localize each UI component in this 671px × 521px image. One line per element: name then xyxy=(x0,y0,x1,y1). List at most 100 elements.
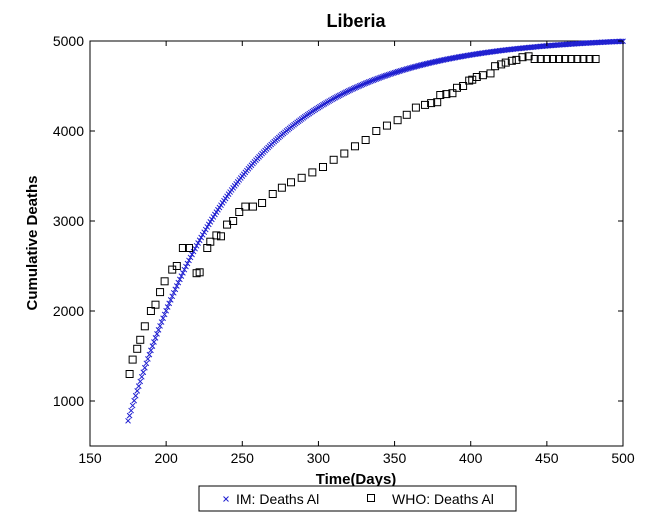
im-point xyxy=(341,90,348,96)
who-point xyxy=(178,244,187,252)
im-point xyxy=(129,402,136,409)
who-point xyxy=(277,183,286,192)
im-point xyxy=(163,307,169,314)
who-point xyxy=(172,262,181,270)
im-point xyxy=(190,248,197,255)
im-point xyxy=(347,87,354,93)
im-point xyxy=(152,335,159,341)
im-point xyxy=(143,360,150,367)
y-tick-label: 2000 xyxy=(53,303,84,319)
im-point xyxy=(367,78,374,85)
who-point xyxy=(585,55,594,63)
legend-im-symbol xyxy=(223,496,229,502)
y-tick-label: 5000 xyxy=(53,33,84,49)
im-point xyxy=(356,83,363,89)
im-point xyxy=(146,351,153,358)
x-tick-label: 150 xyxy=(78,450,102,466)
im-point xyxy=(362,80,369,87)
im-point xyxy=(333,94,340,100)
who-point xyxy=(297,173,306,182)
im-point xyxy=(132,392,139,399)
who-point xyxy=(151,300,160,309)
im-point xyxy=(181,266,188,273)
im-point xyxy=(180,270,186,276)
x-tick-label: 200 xyxy=(154,450,178,466)
im-point xyxy=(126,412,133,419)
who-point xyxy=(518,53,527,62)
axis-ticks: 150 200 250 300 350 400 450 500 1000 2000 3000 4000… xyxy=(53,33,635,466)
im-point xyxy=(365,79,372,85)
who-point xyxy=(453,83,462,92)
x-tick-label: 300 xyxy=(307,450,331,466)
legend-box xyxy=(198,485,517,512)
im-point xyxy=(175,279,182,286)
x-tick-label: 450 xyxy=(535,450,559,466)
chart-marks xyxy=(125,38,626,424)
who-point xyxy=(125,370,134,378)
who-point xyxy=(567,55,576,63)
legend-label-who: WHO: Deaths Al xyxy=(392,491,494,507)
who-point xyxy=(561,55,570,63)
who-point xyxy=(536,55,545,63)
who-point xyxy=(507,56,516,65)
legend-marker-im xyxy=(223,496,229,502)
im-point xyxy=(384,72,390,79)
x-tick-label: 500 xyxy=(611,450,635,466)
im-point xyxy=(169,293,176,300)
im-point xyxy=(385,71,392,78)
im-point xyxy=(355,83,361,90)
who-point xyxy=(472,73,481,81)
im-point xyxy=(135,383,142,390)
y-tick-label: 1000 xyxy=(53,393,84,409)
im-point xyxy=(158,319,165,325)
who-point xyxy=(579,55,588,63)
im-point xyxy=(196,237,203,244)
im-point xyxy=(335,93,342,99)
im-point xyxy=(172,286,179,293)
who-point xyxy=(393,116,402,125)
who-point xyxy=(442,90,451,99)
who-point xyxy=(184,244,193,252)
y-tick-label: 3000 xyxy=(53,213,84,229)
im-point xyxy=(198,234,205,241)
im-point xyxy=(192,245,198,252)
im-point xyxy=(358,82,364,89)
who-point xyxy=(361,136,370,144)
y-axis-label: Cumulative Deaths xyxy=(24,175,41,310)
legend-who-symbol xyxy=(367,494,375,502)
im-point xyxy=(183,263,189,270)
im-point xyxy=(151,339,157,345)
who-point xyxy=(340,149,349,158)
im-point xyxy=(374,75,381,82)
im-point xyxy=(204,224,211,230)
who-point xyxy=(542,55,551,63)
im-point xyxy=(128,407,134,414)
who-point xyxy=(268,190,277,198)
who-point xyxy=(128,355,137,364)
im-point xyxy=(376,75,383,81)
im-point xyxy=(361,81,367,87)
im-point xyxy=(199,231,206,238)
im-point xyxy=(187,254,194,261)
im-point xyxy=(346,87,352,94)
who-point xyxy=(160,277,169,286)
im-point xyxy=(378,74,384,81)
who-point xyxy=(486,69,495,78)
who-point xyxy=(402,110,411,119)
im-point xyxy=(370,77,377,84)
im-point xyxy=(371,76,378,83)
im-point xyxy=(352,85,358,91)
im-point xyxy=(359,81,366,88)
who-point xyxy=(548,55,557,63)
who-point xyxy=(308,168,317,177)
who-point xyxy=(573,55,582,63)
who-point xyxy=(468,75,477,84)
im-point xyxy=(201,229,208,236)
x-tick-label: 400 xyxy=(459,450,483,466)
who-point xyxy=(591,55,600,63)
im-point xyxy=(157,323,163,329)
im-point xyxy=(364,79,371,86)
im-point xyxy=(170,289,177,296)
legend-marker-who xyxy=(367,494,375,502)
legend: IM: Deaths Al WHO: Deaths Al xyxy=(198,485,517,512)
